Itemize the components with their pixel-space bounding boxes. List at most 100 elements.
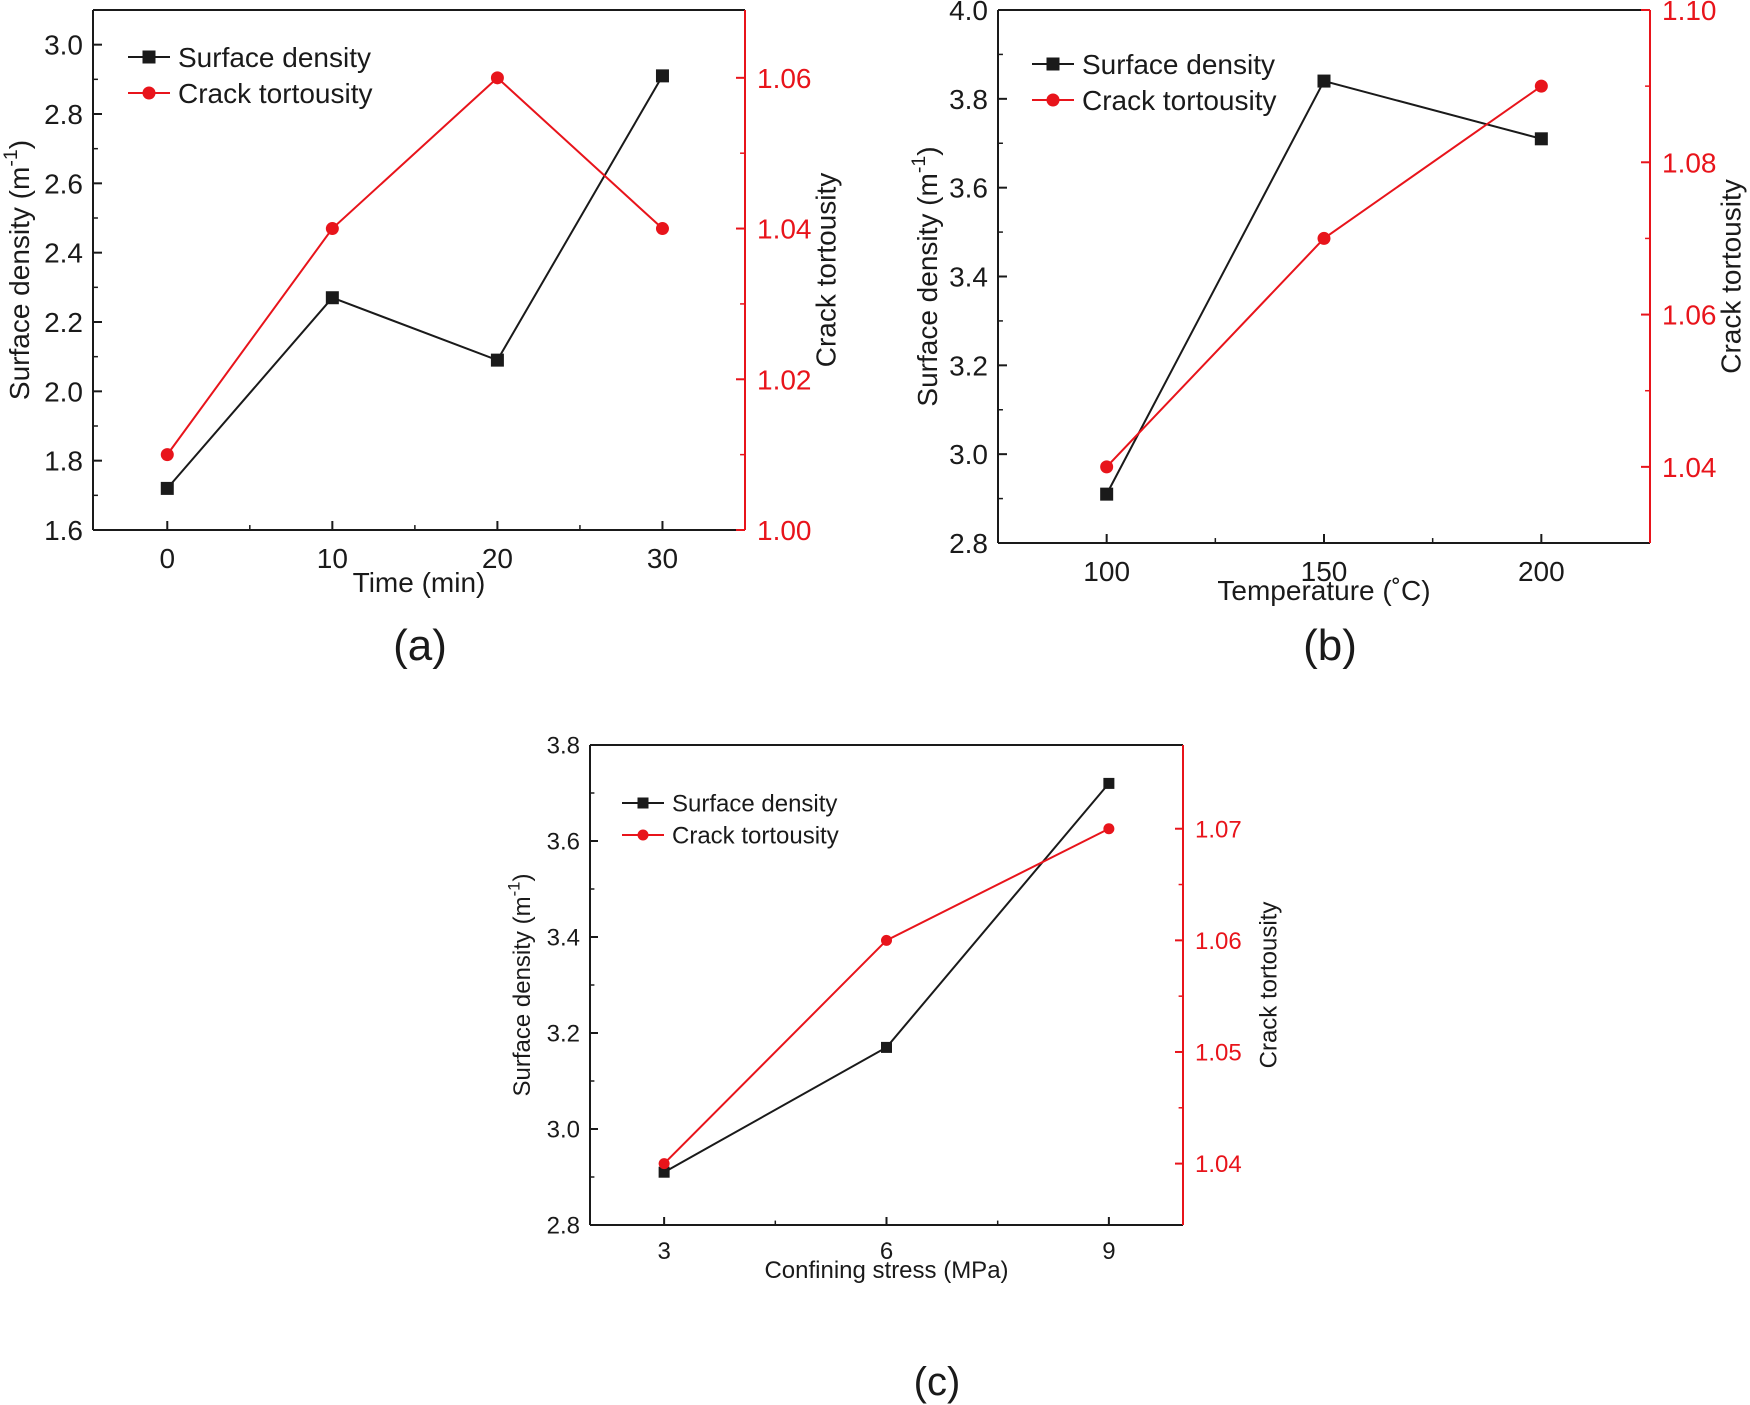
crack-tortousity-line [663, 827, 1110, 1165]
y2-tick-label: 1.10 [1662, 0, 1717, 26]
crack-tortousity-point [1534, 79, 1548, 93]
legend-label-surface-density: Surface density [178, 42, 371, 73]
crack-tortousity-line [166, 76, 664, 456]
crack-tortousity-point [490, 71, 504, 85]
crack-tortousity-point [655, 222, 669, 236]
y-tick-label: 2.8 [44, 99, 83, 130]
crack-tortousity-point [658, 1158, 670, 1170]
surface-density-point [325, 291, 339, 305]
y-tick-label: 3.4 [547, 925, 580, 952]
y-tick-label: 3.2 [547, 1021, 580, 1048]
crack-tortousity-line [1105, 85, 1542, 468]
y-axis-label-main: Surface density (m [509, 896, 536, 1096]
legend-label-crack-tortousity: Crack tortousity [672, 823, 839, 850]
legend-marker-surface-density [637, 797, 649, 809]
y-tick-label: 1.8 [44, 446, 83, 477]
y-tick-label: 3.2 [949, 350, 988, 381]
x-tick-label: 10 [317, 543, 348, 574]
surface-density-point [1317, 74, 1331, 88]
y-tick-label: 4.0 [949, 0, 988, 26]
y2-tick-label: 1.04 [1662, 452, 1717, 483]
y-tick-label: 2.2 [44, 307, 83, 338]
chart-panel-2: 2.8 3.0 3.2 3.4 3.6 3.8 4.0 1.04 1.06 1.08 1.10 100… [908, 0, 1746, 670]
panel-label: (c) [914, 1360, 961, 1404]
legend: Surface density Crack tortousity [622, 791, 839, 850]
y-tick-label: 3.8 [949, 84, 988, 115]
y-axis-label: Surface density (m-1) [505, 874, 536, 1097]
x-tick-label: 6 [880, 1238, 893, 1265]
surface-density-point [655, 69, 669, 83]
y-axis-label: Surface density (m-1) [908, 146, 943, 406]
surface-density-line [166, 75, 664, 490]
y2-tick-label: 1.04 [757, 214, 812, 245]
crack-tortousity-point [160, 448, 174, 462]
y-tick-label: 3.0 [44, 30, 83, 61]
x-axis-label: Temperature (˚C) [1217, 575, 1430, 606]
y-tick-label: 3.0 [949, 439, 988, 470]
y-axis-label-sup: -1 [505, 882, 524, 897]
y-axis-label-end: ) [912, 146, 943, 155]
y-axis-label: Surface density (m-1) [0, 140, 35, 400]
x-tick-label: 100 [1083, 556, 1130, 587]
y2-tick-label: 1.05 [1195, 1040, 1242, 1067]
y-tick-label: 3.0 [547, 1117, 580, 1144]
y-tick-label: 2.8 [547, 1213, 580, 1240]
surface-density-point [1100, 487, 1114, 501]
x-tick-label: 150 [1301, 556, 1348, 587]
y-tick-label: 2.6 [44, 168, 83, 199]
surface-density-point [160, 481, 174, 495]
legend: Surface density Crack tortousity [1032, 49, 1277, 116]
legend-marker-crack-tortousity [1046, 93, 1060, 107]
y-tick-label: 3.4 [949, 262, 988, 293]
legend-marker-surface-density [142, 50, 156, 64]
x-tick-label: 3 [657, 1238, 670, 1265]
crack-tortousity-point [881, 934, 892, 946]
y-axis-label-main: Surface density (m [4, 167, 35, 400]
legend-label-crack-tortousity: Crack tortousity [1082, 85, 1277, 116]
crack-tortousity-point [325, 222, 339, 236]
y2-tick-label: 1.02 [757, 364, 812, 395]
y2-axis-label: Crack tortousity [1255, 902, 1282, 1069]
surface-density-line [1105, 79, 1542, 495]
surface-density-point [1534, 132, 1548, 146]
x-tick-label: 20 [482, 543, 513, 574]
crack-tortousity-point [1317, 231, 1331, 245]
y-tick-label: 3.8 [547, 733, 580, 760]
panel-label: (b) [1303, 621, 1357, 670]
surface-density-point [881, 1041, 892, 1053]
legend-marker-crack-tortousity [637, 829, 649, 841]
x-tick-label: 0 [159, 543, 175, 574]
y-tick-label: 3.6 [547, 829, 580, 856]
y2-tick-label: 1.06 [1662, 300, 1717, 331]
y2-tick-label: 1.08 [1662, 147, 1717, 178]
y2-tick-label: 1.06 [1195, 928, 1242, 955]
surface-density-point [658, 1166, 670, 1178]
y2-axis-label: Crack tortousity [1715, 179, 1746, 374]
crack-tortousity-point [1100, 460, 1114, 474]
y2-tick-label: 1.06 [757, 63, 812, 94]
y-tick-label: 2.4 [44, 238, 83, 269]
legend: Surface density Crack tortousity [128, 42, 373, 109]
x-tick-label: 200 [1518, 556, 1565, 587]
y2-tick-label: 1.07 [1195, 816, 1242, 843]
y-axis-label-end: ) [509, 874, 536, 882]
y-axis-label-main: Surface density (m [912, 173, 943, 406]
legend-label-surface-density: Surface density [672, 791, 837, 818]
x-axis-label: Confining stress (MPa) [764, 1257, 1008, 1284]
surface-density-point [490, 353, 504, 367]
y2-tick-label: 1.00 [757, 515, 812, 546]
x-tick-label: 9 [1102, 1238, 1115, 1265]
y2-tick-label: 1.04 [1195, 1151, 1242, 1178]
legend-label-crack-tortousity: Crack tortousity [178, 78, 373, 109]
panel-label: (a) [393, 621, 447, 670]
y-tick-label: 3.6 [949, 173, 988, 204]
legend-label-surface-density: Surface density [1082, 49, 1275, 80]
y-axis-label-sup: -1 [0, 149, 22, 166]
y-tick-label: 2.8 [949, 528, 988, 559]
x-axis-label: Time (min) [353, 567, 486, 598]
surface-density-point [1103, 777, 1115, 789]
chart-panel-1: 1.6 1.8 2.0 2.2 2.4 2.6 2.8 3.0 1.00 1.02 1.04 1.06… [0, 9, 841, 670]
y-tick-label: 1.6 [44, 515, 83, 546]
crack-tortousity-point [1103, 823, 1115, 835]
